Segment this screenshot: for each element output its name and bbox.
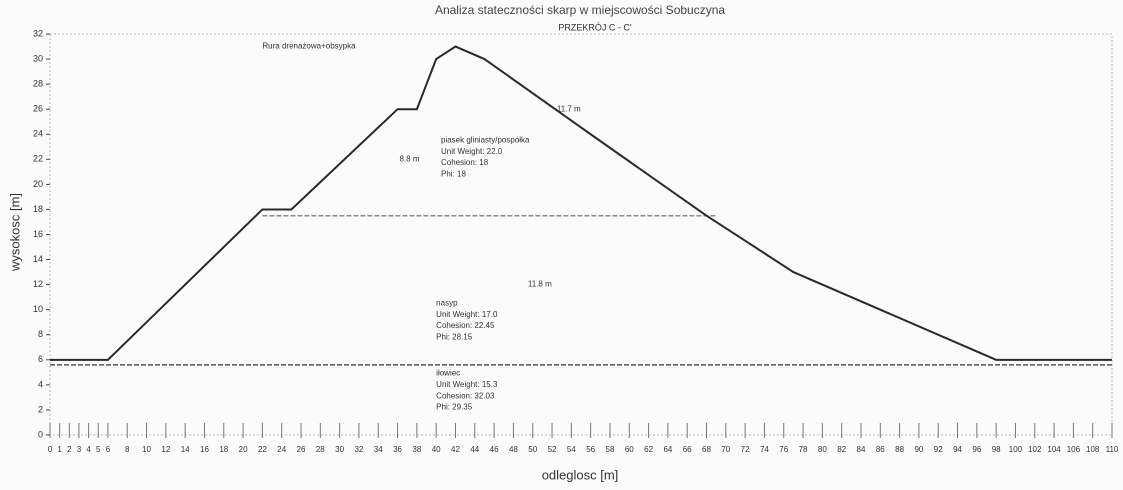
- x-tick-label: 106: [1067, 445, 1081, 454]
- x-tick-label: 5: [96, 445, 101, 454]
- x-tick-label: 1: [57, 445, 62, 454]
- x-tick-label: 88: [895, 445, 904, 454]
- x-tick-label: 68: [702, 445, 711, 454]
- x-tick-label: 44: [470, 445, 479, 454]
- x-tick-label: 74: [760, 445, 769, 454]
- x-tick-label: 12: [161, 445, 170, 454]
- annotation: Cohesion: 32.03: [436, 391, 495, 400]
- x-tick-label: 60: [625, 445, 634, 454]
- x-tick-label: 72: [741, 445, 750, 454]
- x-tick-label: 24: [277, 445, 286, 454]
- y-tick-label: 8: [38, 329, 43, 339]
- x-tick-label: 30: [335, 445, 344, 454]
- x-tick-label: 48: [509, 445, 518, 454]
- x-tick-label: 20: [239, 445, 248, 454]
- x-tick-label: 94: [953, 445, 962, 454]
- x-tick-label: 16: [200, 445, 209, 454]
- x-tick-label: 92: [934, 445, 943, 454]
- y-tick-label: 0: [38, 429, 43, 439]
- annotation: Phi: 29.35: [436, 403, 473, 412]
- annotation: Unit Weight: 17.0: [436, 310, 498, 319]
- y-tick-label: 6: [38, 354, 43, 364]
- annotation: Cohesion: 22.45: [436, 321, 495, 330]
- x-tick-label: 8: [125, 445, 130, 454]
- y-tick-label: 32: [33, 28, 43, 38]
- annotation: Phi: 18: [441, 169, 466, 178]
- y-tick-label: 4: [38, 379, 43, 389]
- x-tick-label: 66: [683, 445, 692, 454]
- x-tick-label: 64: [663, 445, 672, 454]
- profile-line: [50, 45, 1112, 361]
- x-tick-label: 4: [86, 445, 91, 454]
- y-tick-label: 10: [33, 304, 43, 314]
- annotation: iłowiec: [436, 369, 460, 378]
- annotation: 11.8 m: [528, 280, 552, 289]
- x-tick-label: 104: [1047, 445, 1061, 454]
- x-tick-label: 52: [548, 445, 557, 454]
- x-tick-label: 90: [914, 445, 923, 454]
- y-tick-label: 16: [33, 229, 43, 239]
- x-tick-label: 6: [106, 445, 111, 454]
- x-tick-label: 10: [142, 445, 151, 454]
- x-tick-label: 62: [644, 445, 653, 454]
- x-tick-label: 98: [992, 445, 1001, 454]
- x-tick-label: 80: [818, 445, 827, 454]
- annotation: Phi: 28.15: [436, 332, 473, 341]
- annotation: Unit Weight: 15.3: [436, 380, 498, 389]
- x-tick-label: 0: [48, 445, 53, 454]
- x-tick-label: 82: [837, 445, 846, 454]
- x-tick-label: 102: [1028, 445, 1042, 454]
- x-tick-label: 26: [297, 445, 306, 454]
- x-tick-label: 108: [1086, 445, 1100, 454]
- x-tick-label: 38: [412, 445, 421, 454]
- y-tick-label: 12: [33, 279, 43, 289]
- y-axis-label: wysokosc [m]: [7, 193, 22, 272]
- annotation: 11.7 m: [557, 104, 581, 113]
- y-tick-label: 22: [33, 154, 43, 164]
- x-tick-label: 28: [316, 445, 325, 454]
- y-tick-label: 24: [33, 129, 43, 139]
- x-tick-label: 58: [606, 445, 615, 454]
- x-tick-label: 3: [77, 445, 82, 454]
- x-axis-label: odleglosc [m]: [542, 467, 619, 482]
- y-tick-label: 14: [33, 254, 43, 264]
- annotation: 8.8 m: [399, 154, 419, 163]
- x-tick-label: 32: [354, 445, 363, 454]
- x-tick-label: 100: [1009, 445, 1023, 454]
- y-tick-label: 2: [38, 404, 43, 414]
- annotation: Cohesion: 18: [441, 158, 489, 167]
- x-tick-label: 110: [1106, 445, 1119, 454]
- x-tick-label: 18: [219, 445, 228, 454]
- y-tick-label: 30: [33, 53, 43, 63]
- chart-subtitle: PRZEKRÓJ C - C': [558, 22, 632, 32]
- y-tick-label: 20: [33, 179, 43, 189]
- x-tick-label: 70: [721, 445, 730, 454]
- x-tick-label: 36: [393, 445, 402, 454]
- x-tick-label: 14: [181, 445, 190, 454]
- annotation: nasyp: [436, 299, 458, 308]
- x-tick-label: 22: [258, 445, 267, 454]
- y-tick-label: 28: [33, 79, 43, 89]
- x-tick-label: 96: [972, 445, 981, 454]
- annotation: piasek gliniasty/pospółka: [441, 136, 530, 145]
- x-tick-label: 2: [67, 445, 72, 454]
- x-tick-label: 42: [451, 445, 460, 454]
- annotation: Rura drenażowa+obsypka: [262, 42, 356, 51]
- x-tick-label: 78: [799, 445, 808, 454]
- y-tick-label: 18: [33, 204, 43, 214]
- x-tick-label: 84: [857, 445, 866, 454]
- x-tick-label: 34: [374, 445, 383, 454]
- annotation: Unit Weight: 22.0: [441, 147, 503, 156]
- x-tick-label: 40: [432, 445, 441, 454]
- chart-title: Analiza stateczności skarp w miejscowośc…: [435, 3, 725, 17]
- x-tick-label: 76: [779, 445, 788, 454]
- x-tick-label: 86: [876, 445, 885, 454]
- x-tick-label: 50: [528, 445, 537, 454]
- x-tick-label: 46: [490, 445, 499, 454]
- y-tick-label: 26: [33, 104, 43, 114]
- x-tick-label: 56: [586, 445, 595, 454]
- x-tick-label: 54: [567, 445, 576, 454]
